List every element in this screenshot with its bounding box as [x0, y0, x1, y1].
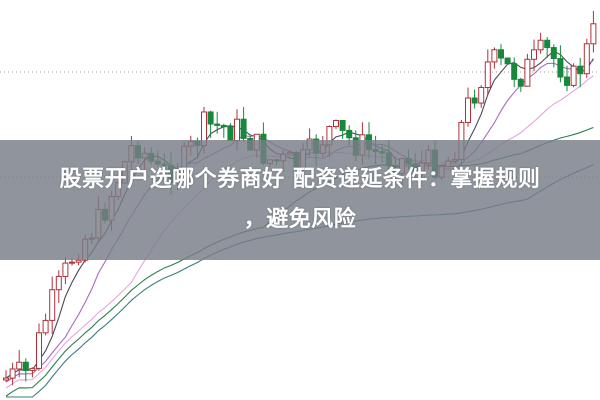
candle-down — [346, 129, 353, 139]
candle-up — [36, 332, 42, 369]
candle-up — [234, 118, 240, 142]
candle-up — [531, 49, 537, 60]
candle-down — [511, 63, 518, 80]
candle-down — [22, 361, 29, 371]
candle-up — [570, 65, 577, 86]
candle-up — [69, 261, 75, 264]
candle-down — [504, 57, 511, 65]
candle-down — [498, 49, 504, 59]
candle-down — [220, 124, 227, 128]
candle-up — [465, 97, 471, 123]
candle-up — [75, 259, 82, 263]
candle-down — [214, 123, 221, 126]
title-banner: 股票开户选哪个券商好 配资递延条件：掌握规则 ，避免风险 — [0, 140, 600, 260]
candle-down — [577, 65, 584, 75]
candle-up — [3, 377, 9, 381]
candle-up — [55, 275, 62, 291]
candle-up — [491, 49, 498, 63]
candle-up — [62, 262, 69, 277]
candle-up — [29, 367, 36, 371]
candle-down — [544, 39, 551, 49]
candle-down — [207, 111, 214, 125]
candle-up — [478, 87, 485, 104]
candle-up — [484, 61, 491, 89]
candle-down — [227, 126, 234, 142]
candle-down — [240, 118, 247, 139]
candle-up — [9, 368, 16, 379]
candle-up — [590, 23, 597, 45]
candle-up — [42, 319, 49, 334]
candle-up — [524, 58, 531, 87]
candle-up — [49, 289, 56, 321]
candle-down — [517, 78, 524, 87]
candle-up — [537, 39, 544, 51]
candle-down — [564, 76, 570, 86]
candle-up — [16, 361, 23, 370]
candle-up — [583, 43, 590, 75]
article-title-line-2: ，避免风险 — [243, 207, 357, 232]
article-title-line-1: 股票开户选哪个券商好 配资递延条件：掌握规则 — [59, 167, 541, 192]
candle-down — [471, 97, 478, 104]
candle-down — [550, 47, 557, 60]
candle-up — [333, 119, 339, 127]
candle-down — [339, 119, 346, 131]
candle-down — [557, 58, 564, 78]
